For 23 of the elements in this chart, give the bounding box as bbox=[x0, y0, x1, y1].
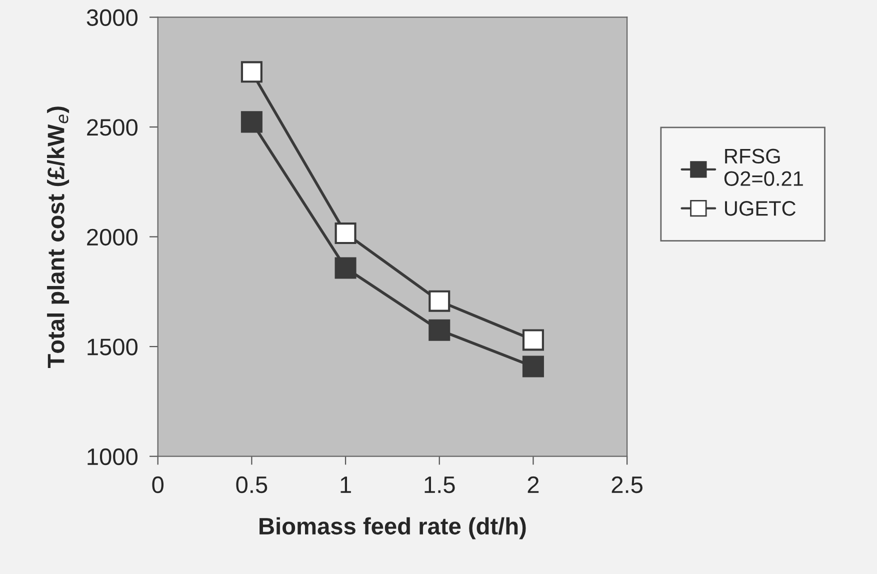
x-axis-title: Biomass feed rate (dt/h) bbox=[260, 517, 526, 540]
y-tick-label: 2000 bbox=[87, 228, 138, 246]
x-tick-label: 2 bbox=[528, 476, 539, 493]
x-tick-label: 0 bbox=[152, 476, 164, 494]
legend-label: RFSG O2=0.21 bbox=[724, 148, 803, 186]
legend-label: UGETC bbox=[725, 201, 796, 216]
y-tick-label: 2500 bbox=[87, 119, 138, 136]
x-tick-label: 0.5 bbox=[236, 476, 268, 494]
point bbox=[522, 329, 544, 351]
point bbox=[428, 319, 450, 341]
y-tick-label: 1500 bbox=[88, 338, 138, 356]
point bbox=[240, 61, 262, 83]
y-axis-title: Total plant cost (£/kW$_{e}$) bbox=[47, 106, 70, 368]
point bbox=[334, 222, 356, 244]
y-tick-label: 1000 bbox=[88, 448, 138, 466]
x-tick-label: 2.5 bbox=[612, 476, 642, 494]
y-tick-label: 3000 bbox=[86, 9, 138, 26]
x-tick-label: 1.5 bbox=[424, 476, 455, 494]
point bbox=[334, 257, 356, 279]
point bbox=[522, 356, 544, 378]
point bbox=[428, 290, 450, 312]
point bbox=[240, 111, 262, 133]
x-tick-label: 1 bbox=[340, 476, 351, 493]
